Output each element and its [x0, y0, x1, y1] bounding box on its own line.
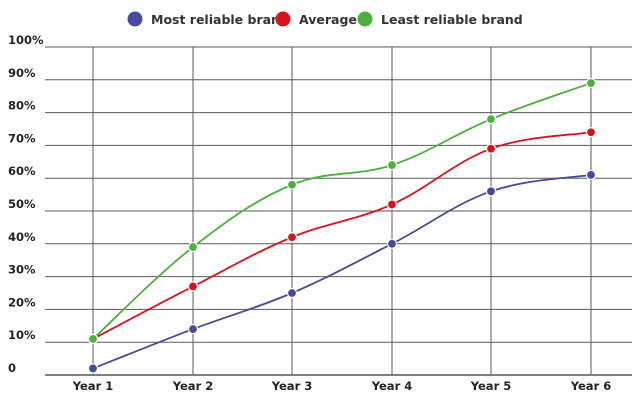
data-point	[286, 179, 298, 190]
series-least-reliable-brand	[87, 77, 597, 345]
y-tick-label: 60%	[8, 164, 36, 178]
data-point	[187, 241, 199, 253]
data-point	[286, 232, 298, 243]
legend-item-average: Average	[275, 11, 357, 27]
data-point	[485, 186, 497, 197]
y-tick-label: 90%	[8, 66, 36, 80]
legend-swatch	[127, 11, 143, 27]
data-point	[386, 238, 398, 249]
y-tick-label: 70%	[8, 131, 36, 145]
legend-item-most-reliable-brand: Most reliable brand	[127, 11, 289, 27]
legend-label: Average	[299, 12, 357, 27]
data-point	[585, 77, 597, 89]
series-line	[92, 174, 592, 370]
data-point	[585, 127, 597, 138]
y-tick-label: 50%	[8, 197, 36, 211]
y-tick-label: 30%	[8, 263, 36, 277]
y-tick-label: 10%	[8, 328, 36, 342]
y-tick-label: 80%	[8, 99, 36, 113]
y-tick-label: 20%	[8, 295, 36, 309]
legend-item-least-reliable-brand: Least reliable brand	[357, 11, 523, 27]
series-most-reliable-brand	[87, 169, 597, 374]
x-tick-label: Year 2	[172, 379, 214, 393]
series-line	[92, 82, 592, 340]
x-axis: Year 1 Year 2 Year 3 Year 4 Year 5 Year 6	[72, 379, 612, 393]
data-point	[286, 287, 298, 299]
data-point	[485, 143, 497, 154]
data-point	[386, 199, 398, 210]
legend-label: Least reliable brand	[381, 12, 523, 27]
legend-label: Most reliable brand	[151, 12, 289, 27]
y-tick-label: 0	[8, 361, 16, 375]
data-point	[386, 159, 398, 171]
series-lines	[87, 77, 597, 374]
x-tick-label: Year 3	[271, 379, 313, 393]
legend-swatch	[275, 11, 291, 27]
data-point	[187, 323, 199, 335]
x-tick-label: Year 5	[470, 379, 512, 393]
y-axis: 0 10% 20% 30% 40% 50% 60% 70% 80% 90% 100%	[8, 33, 44, 375]
series-line	[92, 131, 592, 340]
y-tick-label: 40%	[8, 230, 36, 244]
y-tick-label: 100%	[8, 33, 44, 47]
data-point	[87, 363, 99, 374]
data-point	[187, 281, 199, 292]
legend: Most reliable brand Average Least reliable…	[127, 11, 523, 27]
series-average	[87, 127, 597, 345]
x-tick-label: Year 6	[570, 379, 612, 393]
x-tick-label: Year 1	[72, 379, 114, 393]
x-tick-label: Year 4	[371, 379, 413, 393]
data-point	[585, 169, 597, 181]
data-point	[485, 114, 497, 125]
data-point	[87, 333, 99, 345]
legend-swatch	[357, 11, 373, 27]
grid-lines	[45, 46, 632, 376]
